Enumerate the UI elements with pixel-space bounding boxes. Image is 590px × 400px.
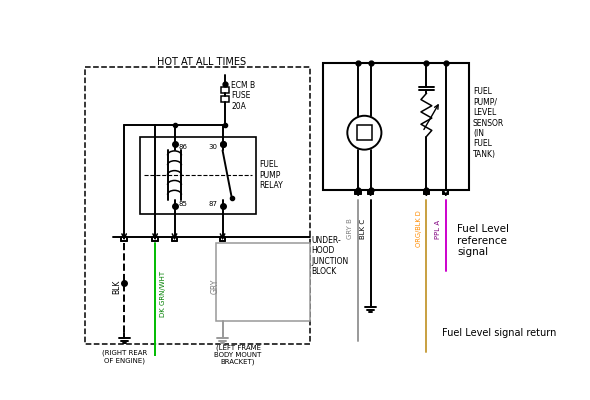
- Bar: [221, 96, 229, 102]
- Text: GRY B: GRY B: [348, 218, 353, 239]
- Text: M: M: [358, 126, 371, 140]
- Bar: [221, 86, 229, 93]
- Text: ECM B
FUSE
20A: ECM B FUSE 20A: [231, 81, 255, 111]
- Text: Fuel Level signal return: Fuel Level signal return: [442, 328, 556, 338]
- Bar: [323, 63, 469, 190]
- Text: (LEFT FRAME
BODY MOUNT
BRACKET): (LEFT FRAME BODY MOUNT BRACKET): [214, 344, 262, 366]
- Text: FUEL
PUMP
RELAY: FUEL PUMP RELAY: [260, 160, 284, 190]
- Text: 86: 86: [178, 144, 188, 150]
- Text: BLK: BLK: [112, 280, 121, 294]
- Text: ORG/BLK D: ORG/BLK D: [415, 210, 422, 247]
- Circle shape: [348, 116, 381, 150]
- Text: DK GRN/WHT: DK GRN/WHT: [160, 271, 166, 318]
- Text: FUEL
PUMP/
LEVEL
SENSOR
(IN
FUEL
TANK): FUEL PUMP/ LEVEL SENSOR (IN FUEL TANK): [473, 87, 504, 159]
- Text: 87: 87: [209, 200, 218, 206]
- Text: 30: 30: [209, 144, 218, 150]
- Bar: [86, 67, 310, 344]
- Text: HOT AT ALL TIMES: HOT AT ALL TIMES: [157, 57, 246, 67]
- Text: UNDER-
HOOD
JUNCTION
BLOCK: UNDER- HOOD JUNCTION BLOCK: [312, 236, 349, 276]
- Text: 85: 85: [178, 200, 187, 206]
- Text: (RIGHT REAR
OF ENGINE): (RIGHT REAR OF ENGINE): [101, 350, 147, 364]
- Bar: [217, 243, 310, 321]
- Bar: [356, 125, 372, 140]
- Bar: [140, 136, 256, 214]
- Text: BLK C: BLK C: [360, 219, 366, 239]
- Text: Fuel Level
reference
signal: Fuel Level reference signal: [457, 224, 509, 257]
- Text: PPL A: PPL A: [435, 219, 441, 238]
- Text: GRY: GRY: [210, 279, 219, 294]
